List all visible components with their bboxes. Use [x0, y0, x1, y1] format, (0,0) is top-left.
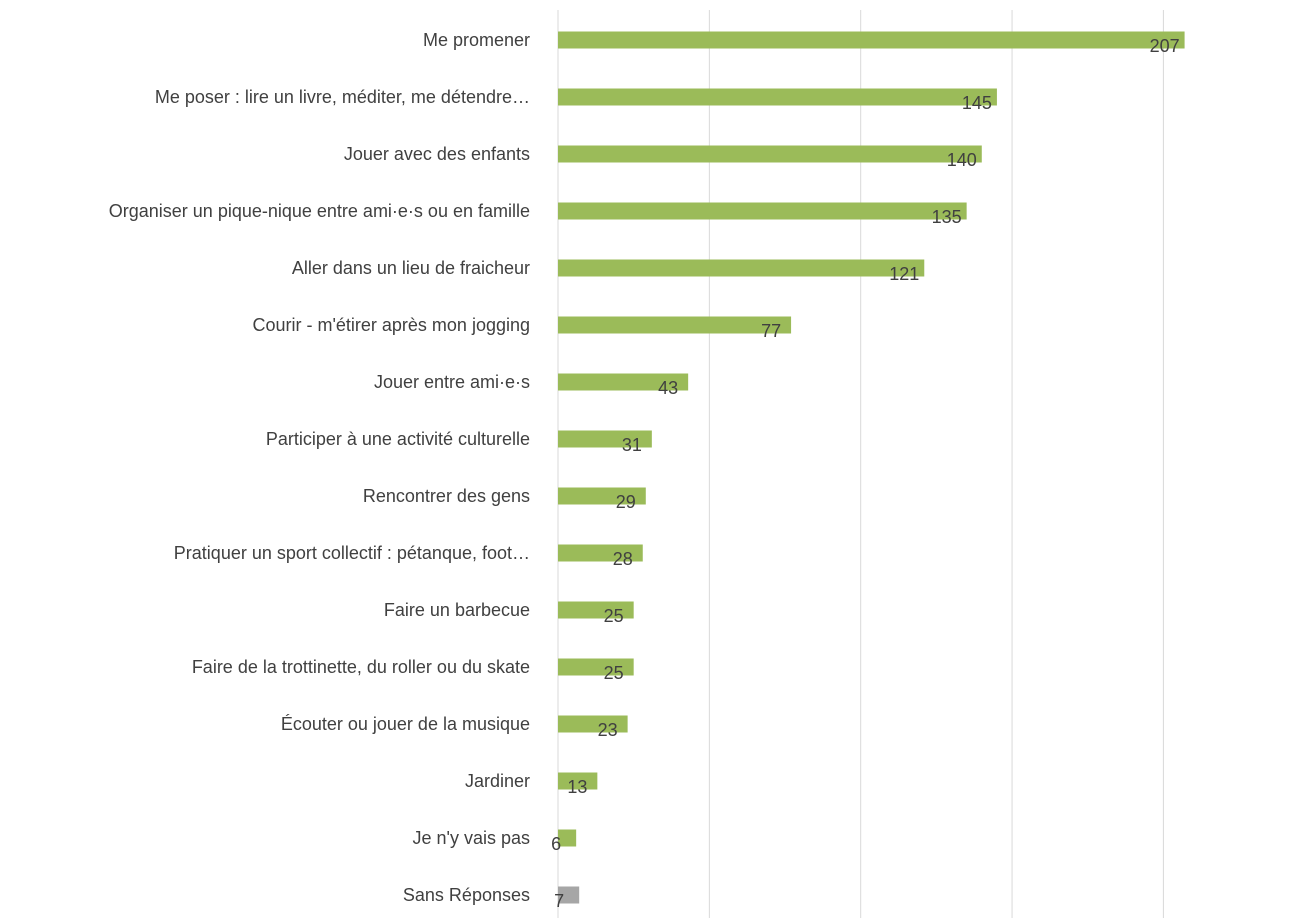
data-label: 28 — [613, 549, 633, 569]
data-label: 29 — [616, 492, 636, 512]
bar — [558, 487, 646, 505]
category-label: Jouer avec des enfants — [344, 144, 530, 164]
data-label: 13 — [567, 777, 587, 797]
bar — [558, 829, 577, 847]
data-label: 25 — [604, 663, 624, 683]
bar — [558, 316, 792, 334]
data-label: 43 — [658, 378, 678, 398]
data-label: 23 — [598, 720, 618, 740]
bar — [558, 430, 652, 448]
bar — [558, 88, 997, 106]
category-label: Faire de la trottinette, du roller ou du… — [192, 657, 530, 677]
category-label: Organiser un pique-nique entre ami·e·s o… — [109, 201, 530, 221]
category-label: Rencontrer des gens — [363, 486, 530, 506]
data-label: 135 — [932, 207, 962, 227]
category-label: Faire un barbecue — [384, 600, 530, 620]
bar — [558, 886, 580, 904]
category-label: Me poser : lire un livre, méditer, me dé… — [155, 87, 530, 107]
data-label: 207 — [1150, 36, 1180, 56]
category-label: Je n'y vais pas — [413, 828, 531, 848]
bar — [558, 373, 689, 391]
category-label: Jardiner — [465, 771, 530, 791]
bar — [558, 259, 925, 277]
bars — [558, 31, 1185, 904]
category-label: Courir - m'étirer après mon jogging — [252, 315, 530, 335]
category-label: Pratiquer un sport collectif : pétanque,… — [174, 543, 530, 563]
data-label: 25 — [604, 606, 624, 626]
data-label: 121 — [889, 264, 919, 284]
bar — [558, 31, 1185, 49]
category-label: Me promener — [423, 30, 530, 50]
category-labels: Me promener Me poser : lire un livre, méd… — [109, 30, 530, 905]
category-label: Jouer entre ami·e·s — [374, 372, 530, 392]
data-labels: 207 145 140 135 121 77 43 31 29 28 25 25 23 13 6 7 — [551, 36, 1179, 911]
bar — [558, 544, 643, 562]
category-label: Participer à une activité culturelle — [266, 429, 530, 449]
data-label: 7 — [554, 891, 564, 911]
bar — [558, 202, 967, 220]
data-label: 6 — [551, 834, 561, 854]
bar — [558, 658, 634, 676]
category-label: Sans Réponses — [403, 885, 530, 905]
category-label: Écouter ou jouer de la musique — [281, 714, 530, 734]
bar — [558, 145, 982, 163]
data-label: 140 — [947, 150, 977, 170]
data-label: 31 — [622, 435, 642, 455]
category-label: Aller dans un lieu de fraicheur — [292, 258, 530, 278]
bar — [558, 715, 628, 733]
data-label: 145 — [962, 93, 992, 113]
data-label: 77 — [761, 321, 781, 341]
bar — [558, 601, 634, 619]
bar — [558, 772, 598, 790]
